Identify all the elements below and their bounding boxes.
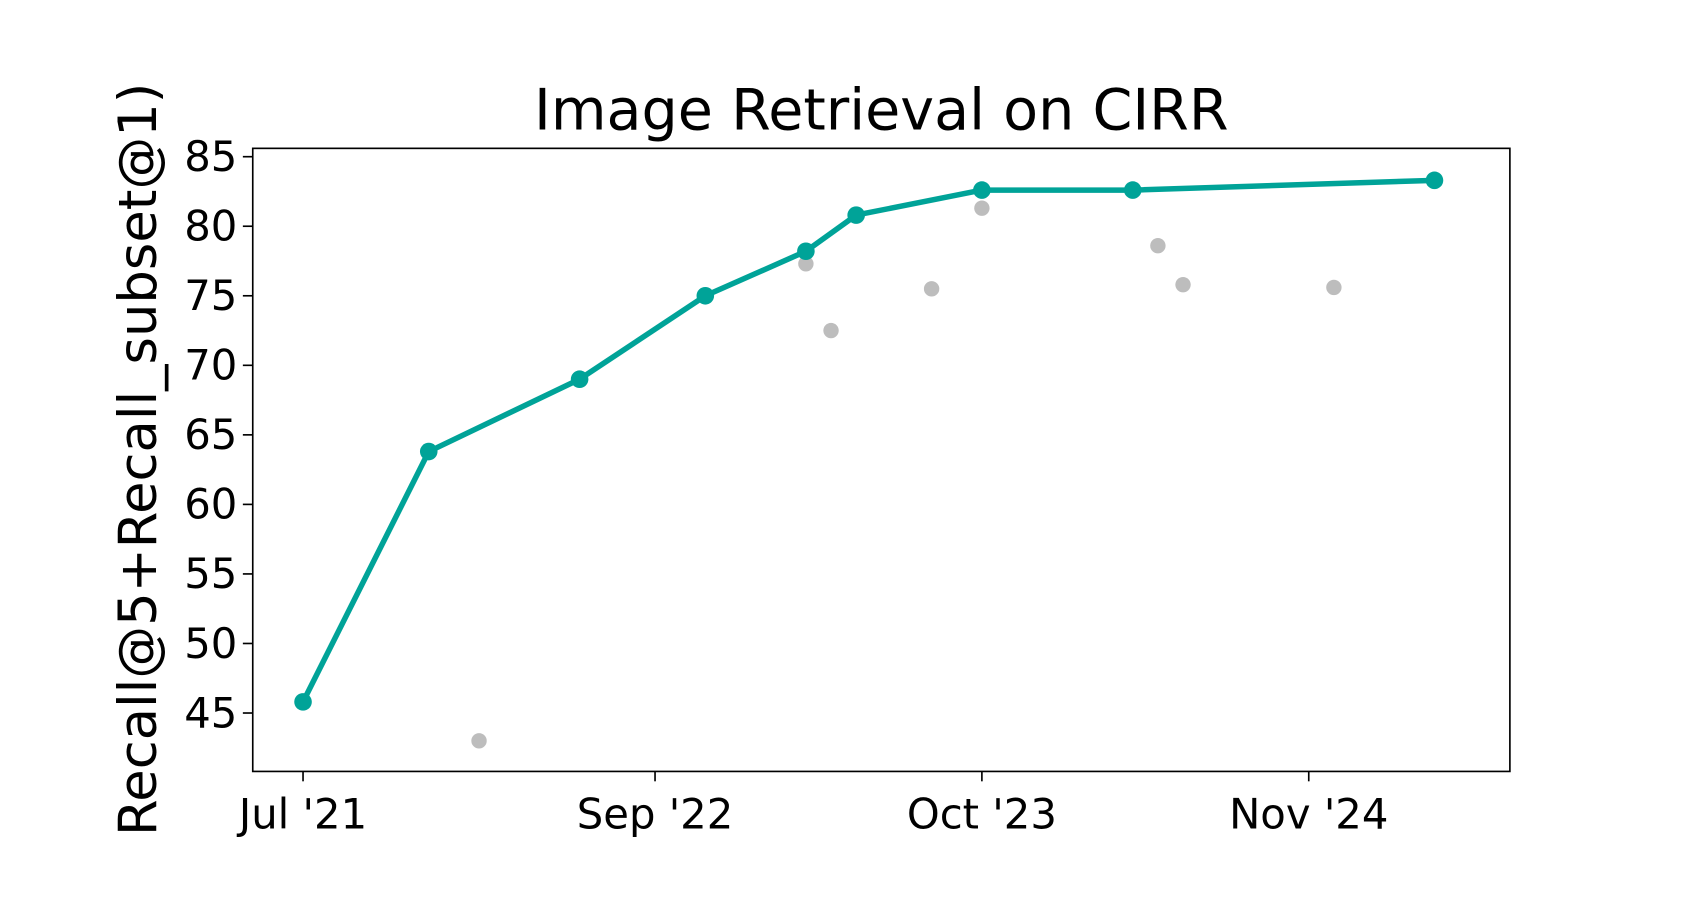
point bbox=[923, 281, 940, 297]
point bbox=[570, 370, 589, 389]
point bbox=[1326, 279, 1342, 296]
point bbox=[974, 200, 990, 216]
point bbox=[1425, 171, 1444, 190]
y-tick-label: 80 bbox=[184, 202, 237, 251]
point bbox=[823, 322, 839, 339]
point bbox=[798, 256, 814, 272]
x-tick-label: Jul '21 bbox=[236, 790, 367, 839]
x-tick-label: Nov '24 bbox=[1229, 790, 1388, 839]
y-axis-label: Recall@5+Recall_subset@1) bbox=[108, 83, 169, 836]
y-tick-label: 60 bbox=[184, 480, 237, 529]
point bbox=[696, 286, 715, 305]
point bbox=[1123, 181, 1142, 199]
point bbox=[1150, 238, 1166, 254]
x-tick-label: Oct '23 bbox=[907, 790, 1057, 839]
y-tick-label: 75 bbox=[184, 271, 237, 320]
y-tick-label: 55 bbox=[184, 549, 237, 598]
point bbox=[797, 242, 815, 261]
y-tick-label: 70 bbox=[184, 341, 237, 390]
line bbox=[300, 177, 1435, 704]
point bbox=[973, 181, 991, 199]
point bbox=[1175, 276, 1191, 293]
y-tick-label: 50 bbox=[184, 619, 237, 668]
y-tick-label: 85 bbox=[184, 132, 237, 181]
y-tick-label: 65 bbox=[184, 410, 237, 459]
point bbox=[471, 733, 487, 749]
plot-frame bbox=[251, 147, 1511, 773]
point bbox=[847, 206, 865, 224]
point bbox=[419, 442, 438, 461]
x-tick-label: Sep '22 bbox=[577, 790, 734, 839]
chart-title: Image Retrieval on CIRR bbox=[534, 78, 1229, 144]
point bbox=[294, 693, 312, 711]
y-tick-label: 45 bbox=[184, 688, 237, 737]
